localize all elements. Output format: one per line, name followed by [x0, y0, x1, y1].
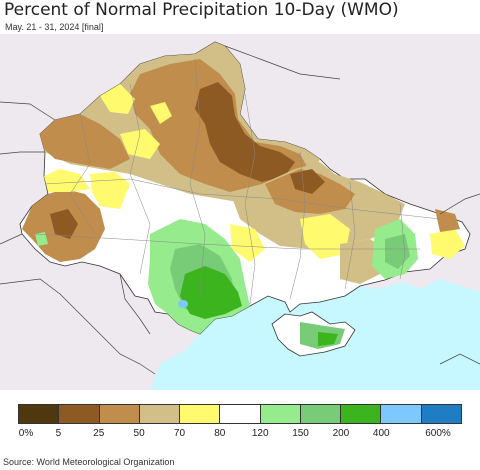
legend-swatch — [300, 405, 342, 423]
source-credit: Source: World Meteorological Organizatio… — [3, 457, 175, 467]
east-dark-brown-zone — [290, 169, 325, 194]
legend-tick-label: 50 — [133, 428, 145, 439]
north-yellow-zone-2 — [120, 129, 160, 159]
west-brown-zone — [40, 114, 130, 169]
north-yellow-zone-1 — [100, 84, 135, 114]
crimea-very-wet-zone — [318, 332, 338, 346]
map-canvas — [0, 34, 480, 390]
legend-tick-label: 25 — [93, 428, 105, 439]
carpathian-dark-zone — [50, 209, 78, 239]
northwest-green-spot — [35, 232, 48, 246]
west-yellow-zone — [44, 169, 90, 192]
legend-swatch — [260, 405, 301, 423]
map-subtitle: May. 21 - 31, 2024 [final] — [5, 22, 104, 32]
precipitation-map — [0, 34, 480, 390]
legend-swatch — [381, 405, 422, 423]
south-very-wet-zone — [180, 266, 242, 319]
legend-tick-label: 200 — [332, 428, 350, 439]
south-yellow-zone — [230, 224, 265, 262]
east-yellow-zone — [300, 214, 350, 259]
legend-tick-label: 150 — [292, 428, 309, 439]
north-dark-brown-zone — [195, 82, 295, 182]
legend-swatch — [19, 405, 60, 423]
country-borders — [0, 45, 480, 375]
legend-bar — [18, 404, 462, 424]
central-west-yellow-zone — [90, 172, 130, 209]
legend-tick-label: 0% — [18, 428, 34, 439]
legend-swatch — [220, 405, 261, 423]
legend-tick-label: 70 — [173, 428, 186, 439]
legend-tick-label: 80 — [214, 428, 226, 439]
legend-swatch — [421, 405, 461, 423]
north-yellow-zone-3 — [150, 102, 172, 124]
legend-tick-label: 400 — [372, 428, 390, 439]
central-light-green-zone — [165, 224, 188, 244]
far-east-yellow-zone — [430, 229, 465, 259]
legend-tick-label: 600% — [425, 428, 451, 439]
legend-ticks: 0% 5 25 50 70 80 120 150 200 400 600% — [0, 428, 480, 442]
legend-swatch — [139, 405, 181, 423]
legend-swatch — [341, 405, 382, 423]
legend-tick-label: 5 — [55, 428, 62, 439]
legend-swatch — [99, 405, 140, 423]
far-east-brown-zone — [435, 209, 460, 232]
map-title: Percent of Normal Precipitation 10-Day (… — [4, 0, 399, 20]
wettest-spot — [178, 300, 188, 308]
legend-tick-label: 120 — [251, 428, 269, 439]
legend-swatch — [180, 405, 221, 423]
oblast-borders — [34, 58, 441, 305]
legend-swatch — [59, 405, 100, 423]
